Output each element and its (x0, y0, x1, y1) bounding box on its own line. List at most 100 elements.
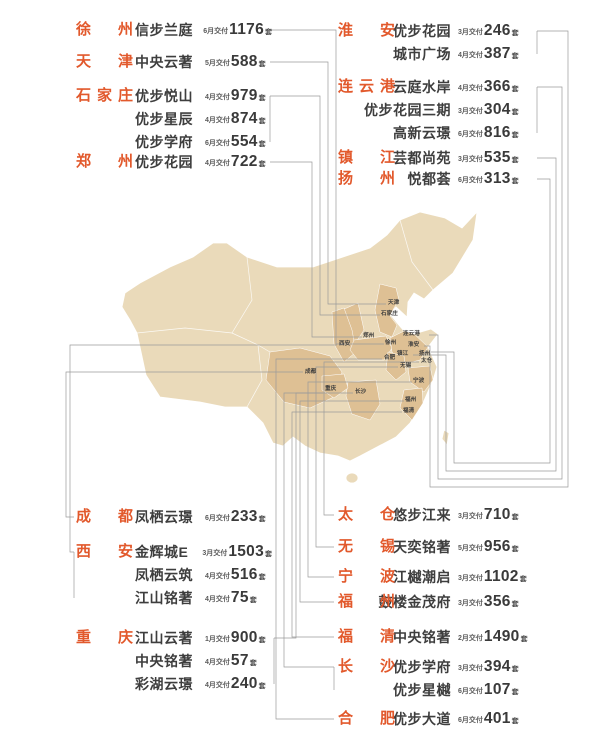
delivery-month-label: 4月交付 (458, 51, 483, 59)
map-city-label: 太仓 (421, 356, 433, 364)
delivery-value: 4月交付 57 套 (205, 652, 257, 670)
project-name: 凤栖云璟 (135, 508, 193, 525)
hainan-island (345, 472, 359, 484)
city-name: 福清 (338, 628, 395, 645)
unit-suffix: 套 (258, 140, 266, 148)
delivery-row: 石家庄 优步悦山 4月交付 979 套 (76, 84, 272, 107)
delivery-row: 无锡 天奕铭著 5月交付 956 套 (338, 535, 537, 558)
connector-line (270, 29, 384, 345)
city-name: 镇江 (338, 149, 395, 166)
map-city-label: 重庆 (325, 384, 337, 392)
city-name: 石家庄 (76, 87, 133, 104)
city-name: 长沙 (338, 658, 395, 675)
unit-suffix: 套 (258, 682, 266, 690)
callout-column-top-left: 徐州 信步兰庭 6月交付 1176 套天津 中央云著 5月交付 588 套石家庄 优步悦山 4月交付… (76, 18, 272, 173)
project-name: 优步花园 (135, 153, 193, 170)
delivery-row: 城市广场 4月交付 387 套 (338, 42, 537, 65)
map-city-label: 淮安 (408, 340, 420, 348)
project-name: 优步星辰 (135, 110, 193, 127)
connector-line (291, 411, 402, 638)
delivery-month-label: 3月交付 (458, 155, 483, 163)
city-group: 连云港 云庭水岸 4月交付 366 套优步花园三期 3月交付 304 套高新云璟 6月交付 816… (338, 75, 537, 144)
delivery-month-label: 3月交付 (458, 28, 483, 36)
delivery-count: 366 (483, 77, 511, 95)
province-highlight-hebei (374, 283, 400, 338)
unit-suffix: 套 (511, 131, 519, 139)
delivery-month-label: 4月交付 (205, 116, 230, 124)
project-name: 优步花园三期 (364, 101, 451, 118)
delivery-count: 246 (483, 21, 511, 39)
delivery-count: 75 (230, 588, 249, 606)
delivery-row: 福州 鼓楼金茂府 3月交付 356 套 (338, 590, 537, 613)
delivery-count: 233 (230, 507, 258, 525)
delivery-month-label: 6月交付 (458, 176, 483, 184)
project-name: 中央云著 (135, 53, 193, 70)
unit-suffix: 套 (511, 665, 519, 673)
delivery-count: 710 (483, 505, 511, 523)
city-group: 福州 鼓楼金茂府 3月交付 356 套 (338, 590, 537, 613)
unit-suffix: 套 (511, 688, 519, 696)
connector-line (283, 392, 353, 668)
map-city-label: 成都 (305, 367, 317, 375)
delivery-count: 979 (230, 86, 258, 104)
project-name: 城市广场 (393, 45, 451, 62)
delivery-count: 387 (483, 44, 511, 62)
delivery-value: 6月交付 1176 套 (203, 21, 272, 39)
delivery-month-label: 6月交付 (458, 130, 483, 138)
delivery-value: 4月交付 240 套 (205, 675, 266, 693)
delivery-value: 1月交付 900 套 (205, 629, 266, 647)
delivery-row: 福清 中央铭著 2月交付 1490 套 (338, 625, 537, 648)
unit-suffix: 套 (258, 636, 266, 644)
map-city-label: 天津 (388, 298, 400, 306)
delivery-value: 2月交付 1490 套 (458, 628, 537, 646)
map-city-label: 郑州 (363, 331, 375, 339)
taiwan-island (441, 429, 450, 446)
delivery-row: 高新云璟 6月交付 816 套 (338, 121, 537, 144)
delivery-count: 240 (230, 674, 258, 692)
province-highlight-henan (349, 335, 393, 361)
delivery-value: 3月交付 710 套 (458, 506, 537, 524)
delivery-count: 1176 (229, 20, 264, 38)
unit-suffix: 套 (511, 108, 519, 116)
map-city-label: 无锡 (399, 361, 412, 369)
delivery-month-label: 3月交付 (458, 599, 483, 607)
delivery-count: 1503 (228, 542, 264, 560)
delivery-month-label: 4月交付 (458, 84, 483, 92)
province-highlight-hunan (345, 379, 381, 421)
province-highlight-zhejiang (407, 365, 434, 393)
callout-column-bottom-right: 太仓 悠步江来 3月交付 710 套无锡 天奕铭著 5月交付 956 套宁波 江樾潮启 3月交付 11… (338, 503, 537, 730)
delivery-value: 5月交付 956 套 (458, 538, 537, 556)
china-outline (121, 210, 478, 462)
unit-suffix: 套 (258, 60, 266, 68)
city-name: 太仓 (338, 506, 395, 523)
delivery-row: 连云港 云庭水岸 4月交付 366 套 (338, 75, 537, 98)
project-name: 江山云著 (135, 629, 193, 646)
map-city-label: 徐州 (384, 338, 397, 346)
connector-line (270, 61, 386, 305)
city-group: 扬州 悦都荟 6月交付 313 套 (338, 167, 537, 190)
connector-line (315, 366, 398, 548)
delivery-row: 重庆 江山云著 1月交付 900 套 (76, 626, 272, 649)
city-group: 郑州 优步花园 4月交付 722 套 (76, 150, 272, 173)
unit-suffix: 套 (511, 545, 519, 553)
delivery-value: 6月交付 313 套 (458, 170, 537, 188)
city-group: 无锡 天奕铭著 5月交付 956 套 (338, 535, 537, 558)
delivery-count: 356 (483, 592, 511, 610)
project-name: 云庭水岸 (393, 78, 451, 95)
map-city-label: 石家庄 (380, 309, 398, 317)
delivery-count: 516 (230, 565, 258, 583)
delivery-count: 1102 (483, 567, 519, 585)
city-group: 合肥 优步大道 6月交付 401 套 (338, 707, 537, 730)
delivery-count: 313 (483, 169, 511, 187)
unit-suffix: 套 (265, 28, 272, 36)
delivery-value: 3月交付 394 套 (458, 658, 537, 676)
callout-column-top-right: 淮安 优步花园 3月交付 246 套城市广场 4月交付 387 套连云港 云庭水岸 4月交付 366… (338, 19, 537, 190)
project-name: 金辉城E (135, 543, 189, 560)
project-name: 信步兰庭 (135, 21, 193, 38)
delivery-month-label: 3月交付 (202, 549, 228, 557)
delivery-row: 徐州 信步兰庭 6月交付 1176 套 (76, 18, 272, 41)
map-city-label: 福州 (404, 395, 417, 403)
project-name: 优步悦山 (135, 87, 193, 104)
connector-line (299, 400, 404, 603)
city-name: 重庆 (76, 629, 133, 646)
